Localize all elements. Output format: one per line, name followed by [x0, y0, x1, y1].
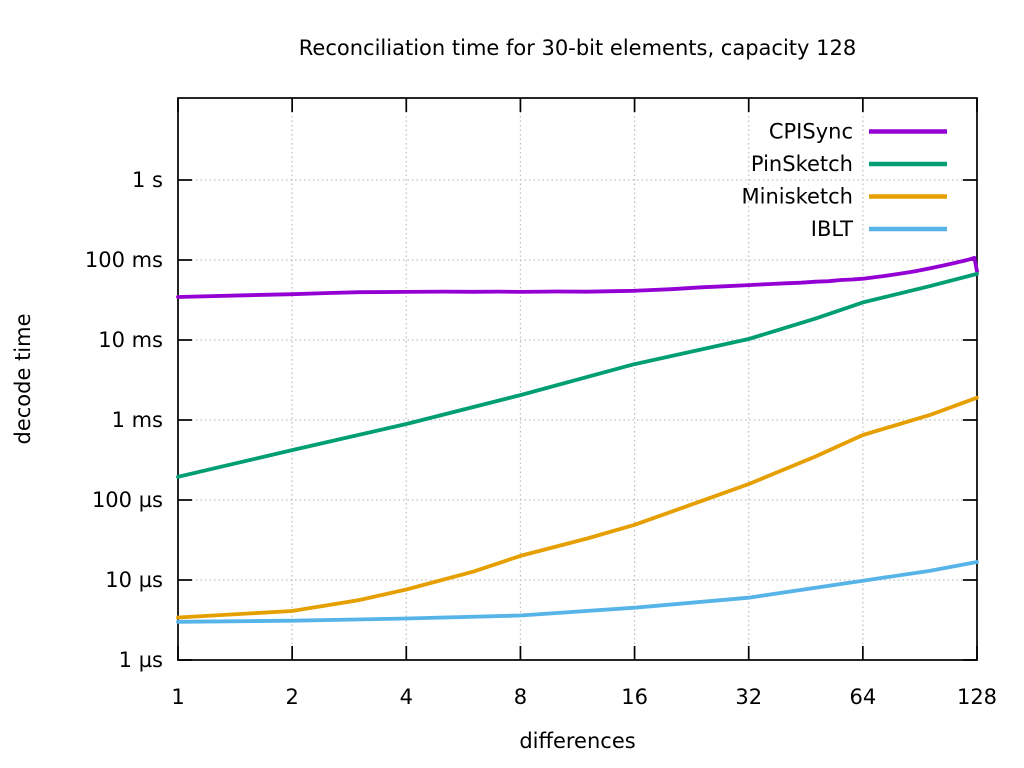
plot-border	[177, 97, 978, 661]
legend: CPISync PinSketch Minisketch IBLT	[742, 120, 947, 241]
y-tick-label: 1 µs	[119, 648, 163, 672]
axis-ticks	[177, 98, 978, 661]
x-tick-label: 8	[514, 685, 527, 709]
y-axis-label: decode time	[11, 313, 35, 444]
legend-item-iblt: IBLT	[811, 217, 947, 241]
legend-item-cpisync: CPISync	[769, 120, 947, 144]
series-line-pinsketch	[176, 271, 979, 479]
legend-label: Minisketch	[742, 185, 853, 209]
x-axis-label: differences	[519, 729, 635, 753]
x-tick-label: 1	[171, 685, 184, 709]
y-tick-label: 1 ms	[112, 408, 163, 432]
legend-label: CPISync	[769, 120, 853, 144]
y-tick-label: 1 s	[132, 168, 163, 192]
x-tick-label: 128	[957, 685, 997, 709]
chart-title: Reconciliation time for 30-bit elements,…	[299, 36, 856, 60]
x-tick-label: 16	[621, 685, 648, 709]
y-tick-label: 10 ms	[98, 328, 163, 352]
legend-label: IBLT	[811, 217, 853, 241]
x-tick-label: 64	[849, 685, 876, 709]
x-tick-label: 32	[735, 685, 762, 709]
series-line-cpisync	[176, 255, 979, 299]
x-tick-label: 4	[400, 685, 413, 709]
y-tick-label: 10 µs	[105, 568, 163, 592]
y-tick-label: 100 ms	[85, 248, 163, 272]
legend-item-pinsketch: PinSketch	[751, 152, 947, 176]
legend-label: PinSketch	[751, 152, 853, 176]
series-line-minisketch	[176, 395, 979, 620]
series-line-iblt	[176, 560, 979, 624]
x-tick-label: 2	[285, 685, 298, 709]
y-tick-label: 100 µs	[92, 488, 163, 512]
legend-item-minisketch: Minisketch	[742, 185, 947, 209]
grid-lines	[178, 98, 977, 660]
